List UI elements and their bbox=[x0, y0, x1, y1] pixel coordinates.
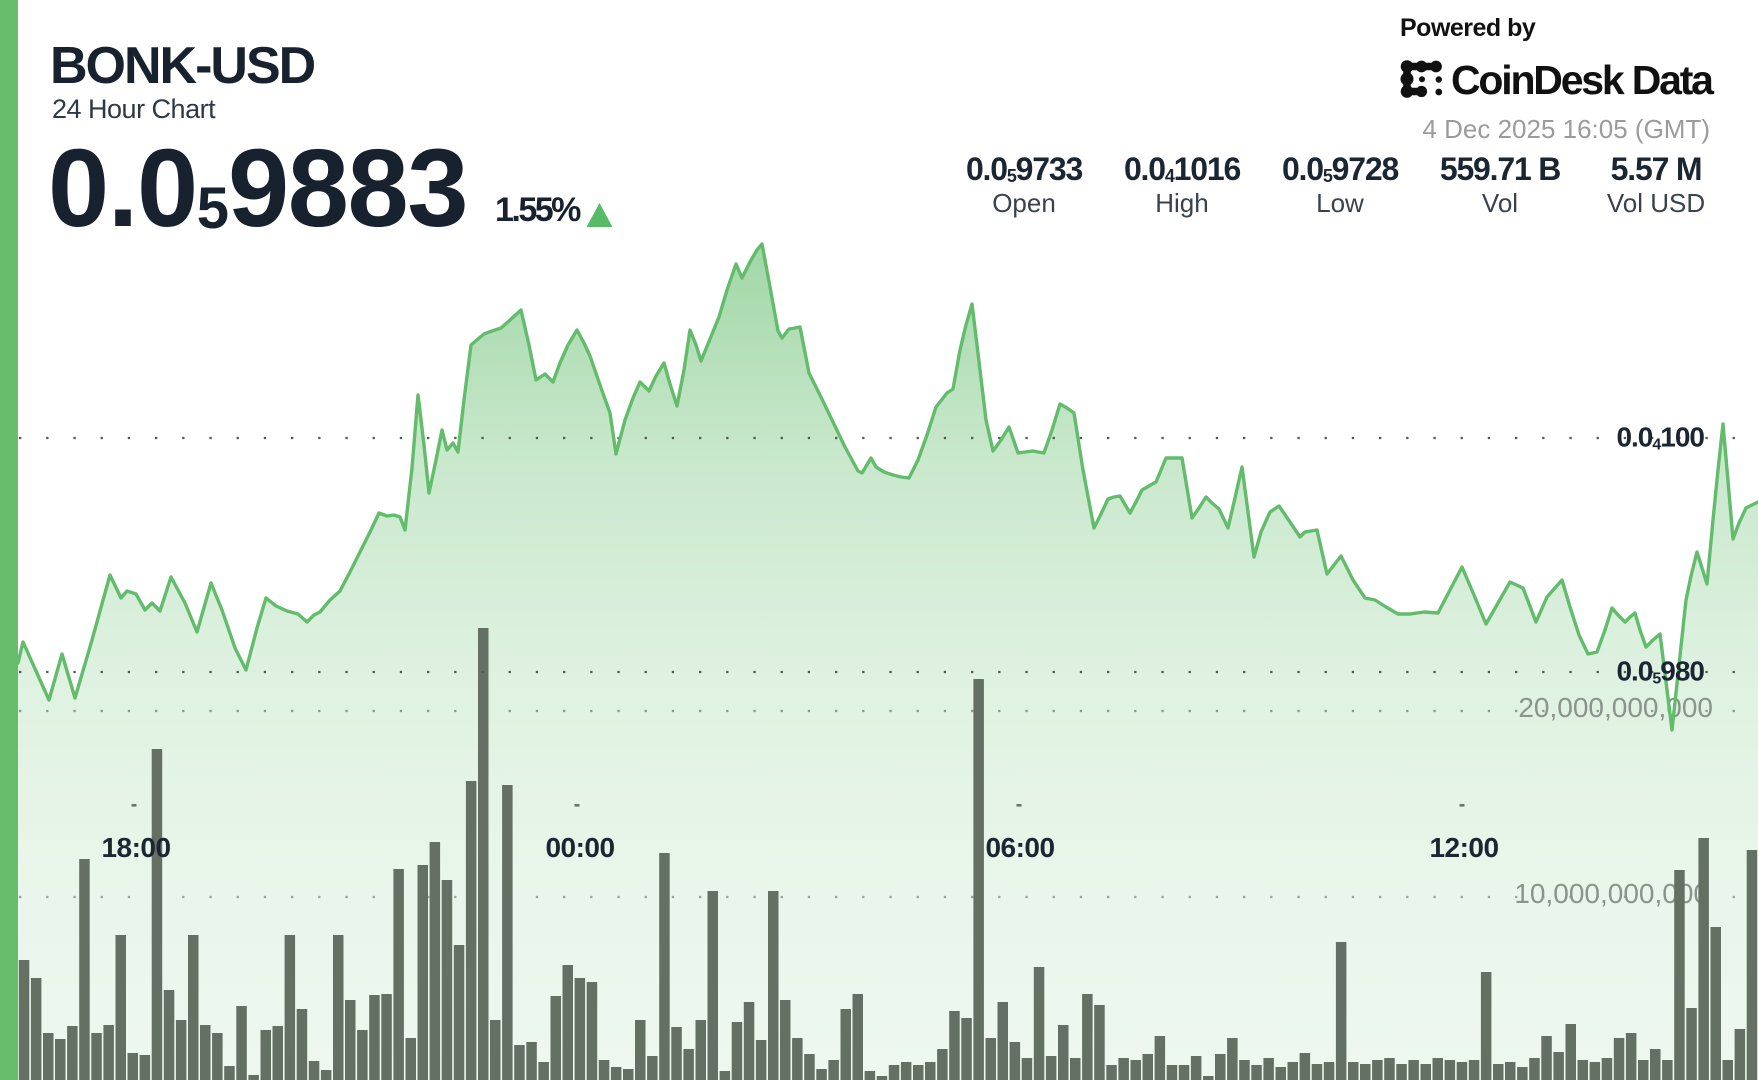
svg-text:20,000,000,000: 20,000,000,000 bbox=[1518, 692, 1713, 723]
